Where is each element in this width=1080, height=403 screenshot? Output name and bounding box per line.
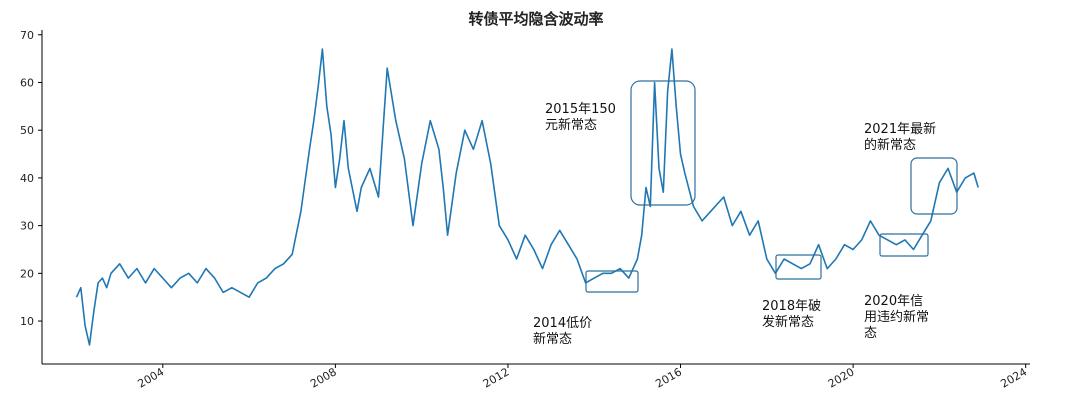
y-tick-label: 20	[20, 267, 34, 280]
y-tick-label: 70	[20, 29, 34, 42]
annotation-text: 2015年150	[545, 102, 616, 117]
annotation-box	[879, 233, 929, 257]
annotation-text: 的新常态	[864, 137, 916, 153]
x-tick-label: 2012	[481, 365, 512, 390]
annotation-box	[775, 254, 822, 280]
annotation-box	[630, 80, 696, 206]
annotation-box	[585, 270, 639, 293]
annotation-text: 新常态	[533, 331, 572, 347]
plot-area: 10 20 30 40 50 60 70 2004 2008 2012 2016 2020 2024 20…	[20, 29, 1030, 391]
series-line	[75, 48, 979, 346]
y-tick-label: 60	[20, 76, 34, 89]
annotation-text: 2021年最新	[864, 121, 936, 137]
annotation-text: 2014低价	[533, 316, 592, 331]
y-tick-label: 10	[20, 315, 34, 328]
y-tick-label: 50	[20, 124, 34, 137]
x-tick-label: 2004	[136, 365, 167, 390]
annotation-text: 用违约新常	[864, 309, 929, 325]
chart-title: 转债平均隐含波动率	[468, 10, 603, 28]
x-tick-label: 2020	[826, 365, 857, 390]
y-tick-label: 40	[20, 172, 34, 185]
annotation-text: 发新常态	[762, 314, 814, 330]
x-tick-label: 2016	[653, 365, 684, 390]
x-tick-label: 2024	[998, 365, 1029, 390]
annotation-box	[910, 157, 958, 215]
annotation-text: 2020年信	[864, 294, 923, 309]
x-tick-label: 2008	[308, 365, 339, 390]
y-tick-label: 30	[20, 220, 34, 233]
annotation-text: 态	[864, 326, 877, 341]
annotation-text: 元新常态	[545, 117, 597, 133]
annotation-text: 2018年破	[762, 299, 821, 314]
